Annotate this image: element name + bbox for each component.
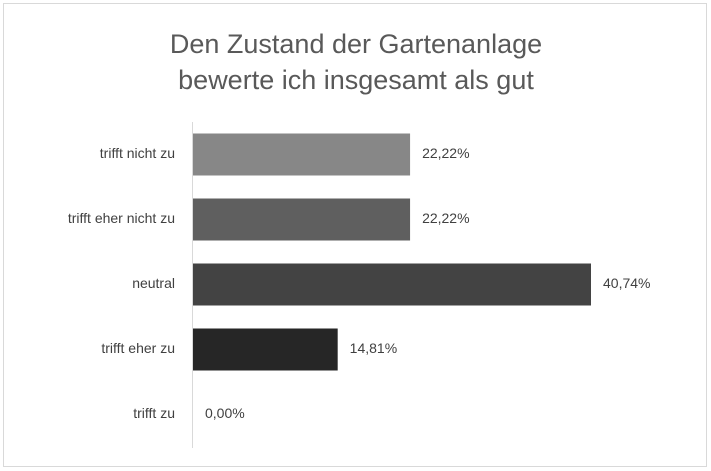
- chart-title: bewerte ich insgesamt als gut: [178, 65, 534, 95]
- value-label: 14,81%: [350, 340, 397, 356]
- category-label: trifft zu: [133, 405, 175, 421]
- category-label: neutral: [132, 275, 175, 291]
- bar: [193, 133, 411, 176]
- category-label: trifft nicht zu: [100, 145, 175, 161]
- value-label: 22,22%: [422, 145, 469, 161]
- value-label: 0,00%: [205, 405, 245, 421]
- category-label: trifft eher zu: [101, 340, 175, 356]
- bar: [193, 263, 591, 306]
- bar: [193, 328, 338, 371]
- category-label: trifft eher nicht zu: [68, 210, 175, 226]
- value-label: 22,22%: [422, 210, 469, 226]
- value-label: 40,74%: [603, 275, 650, 291]
- chart-title: Den Zustand der Gartenanlage: [170, 29, 542, 59]
- bar: [193, 198, 411, 241]
